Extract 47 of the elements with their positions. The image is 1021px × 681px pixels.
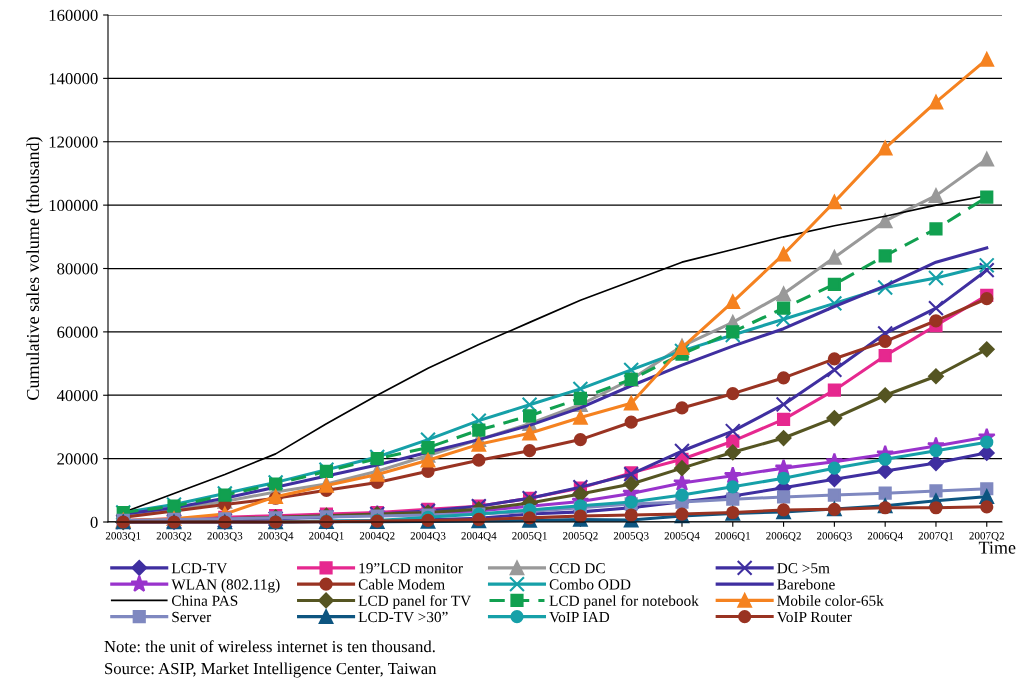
y-tick-label: 80000 xyxy=(57,263,98,275)
x-tick-label: 2003Q4 xyxy=(258,532,294,542)
legend-label: Server xyxy=(172,611,212,623)
y-tick-label: 0 xyxy=(90,516,98,528)
y-tick-label: 60000 xyxy=(57,326,98,338)
legend-label: WLAN (802.11g) xyxy=(171,578,280,593)
x-tick-label: 2007Q2 xyxy=(969,532,1005,542)
x-tick-label: 2006Q4 xyxy=(867,532,903,542)
x-tick-label: 2003Q2 xyxy=(156,532,192,542)
legend-label: LCD panel for notebook xyxy=(549,595,699,610)
x-tick-label: 2004Q1 xyxy=(309,532,344,542)
y-tick-label: 20000 xyxy=(57,453,98,465)
x-tick-label: 2006Q3 xyxy=(816,532,852,542)
legend-label: China PAS xyxy=(171,595,238,606)
y-tick-label: 140000 xyxy=(49,73,98,85)
legend-label: LCD panel for TV xyxy=(358,595,471,610)
x-tick-label: 2004Q3 xyxy=(410,532,446,542)
legend-label: LCD-TV xyxy=(171,563,228,574)
legend-label: Barebone xyxy=(777,578,835,590)
y-axis-title: Cumulative sales volume (thousand) xyxy=(26,137,43,400)
x-tick-label: 2007Q1 xyxy=(918,532,954,542)
x-tick-label: 2006Q1 xyxy=(715,532,751,542)
y-tick-label: 100000 xyxy=(49,199,98,212)
x-tick-label: 2003Q3 xyxy=(207,532,243,542)
y-tick-label: 120000 xyxy=(49,136,98,148)
legend-label: Combo ODD xyxy=(549,578,631,590)
legend-label: VoIP IAD xyxy=(549,611,610,623)
legend-label: LCD-TV >30” xyxy=(358,611,448,623)
y-tick-label: 160000 xyxy=(49,9,98,21)
x-tick-label: 2005Q2 xyxy=(562,532,598,542)
legend-label: Mobile color-65k xyxy=(777,595,884,606)
x-tick-label: 2005Q4 xyxy=(664,532,700,542)
legend-label: VoIP Router xyxy=(776,611,852,623)
y-tick-label: 40000 xyxy=(56,389,98,402)
legend-label: Cable Modem xyxy=(358,578,445,590)
x-axis-title: Time xyxy=(978,541,1016,554)
legend-label: 19”LCD monitor xyxy=(359,563,463,574)
x-tick-label: 2005Q3 xyxy=(613,532,649,542)
legend-label: DC >5m xyxy=(777,563,830,574)
x-tick-label: 2004Q4 xyxy=(461,532,497,542)
source-note: Source: ASIP, Market Intelligence Center, Taiwan xyxy=(105,662,437,678)
x-tick-label: 2003Q1 xyxy=(105,532,141,542)
text: Note: the unit of wireless internet is ten thousand. xyxy=(104,640,435,653)
x-tick-label: 2004Q2 xyxy=(359,532,395,542)
legend-label: CCD DC xyxy=(549,563,605,574)
x-tick-label: 2005Q1 xyxy=(512,532,547,542)
x-tick-label: 2006Q2 xyxy=(766,532,801,542)
